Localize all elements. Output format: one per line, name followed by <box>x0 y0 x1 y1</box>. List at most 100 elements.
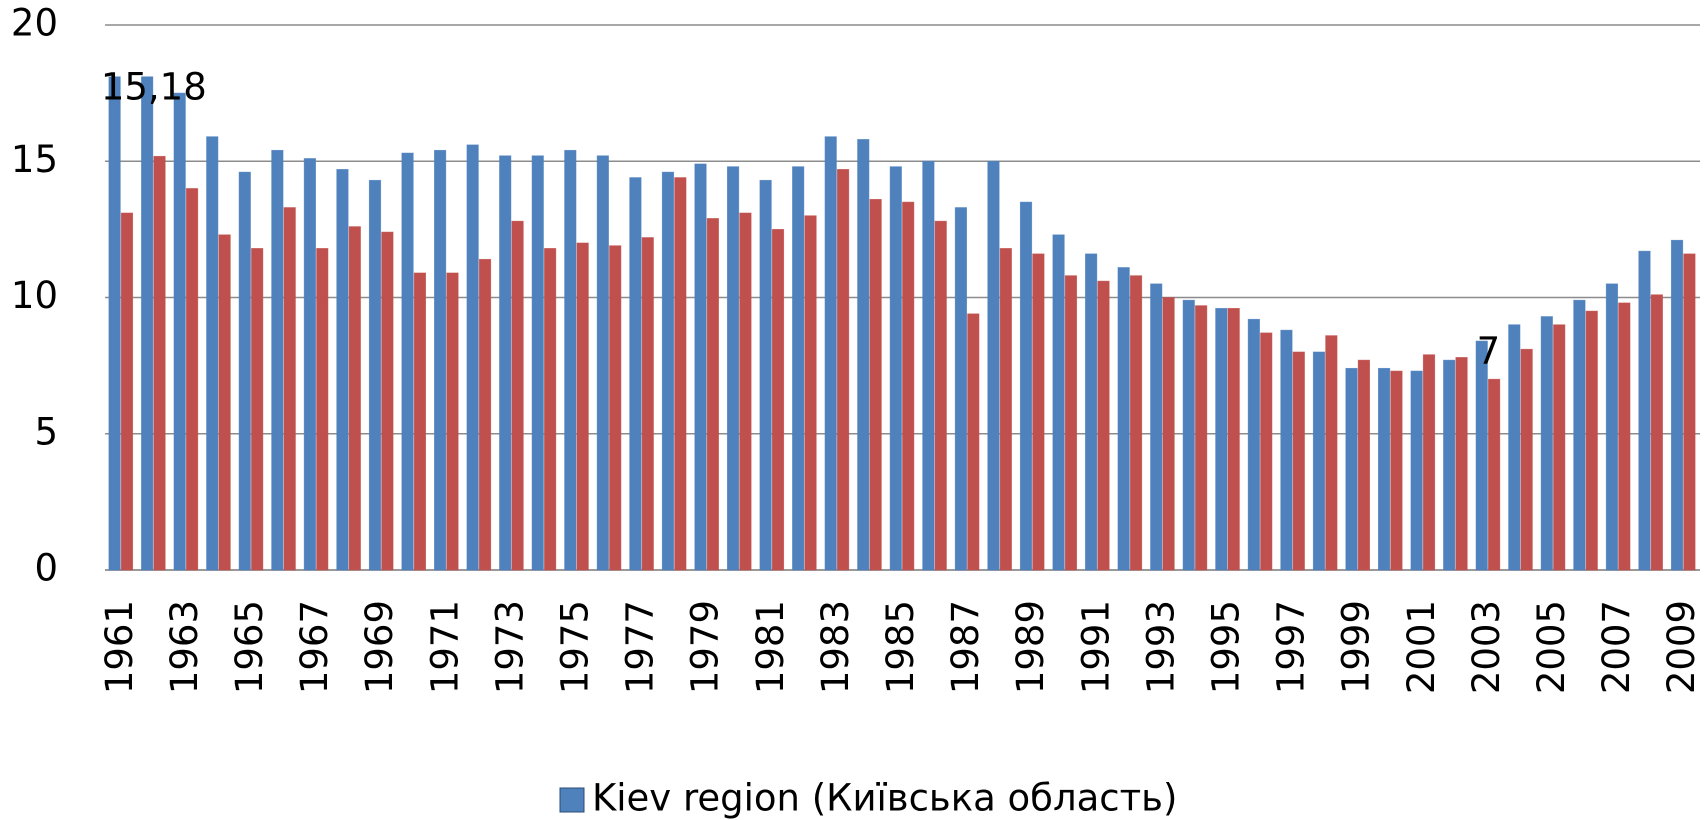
bar <box>999 248 1012 571</box>
x-tick-label: 2005 <box>1530 600 1573 694</box>
bar <box>120 212 134 571</box>
bar <box>1508 324 1521 571</box>
bar <box>1097 280 1110 571</box>
bar <box>1032 253 1045 571</box>
bar <box>934 220 947 571</box>
bar <box>401 152 414 571</box>
bar <box>726 166 740 571</box>
bar <box>1422 354 1436 571</box>
bar <box>1618 302 1631 571</box>
bar <box>466 144 479 571</box>
x-tick-label: 1997 <box>1270 600 1313 694</box>
x-tick-label: 1999 <box>1335 600 1378 694</box>
bar <box>1475 340 1488 571</box>
x-tick-label: 1969 <box>358 600 401 694</box>
x-tick-label: 2001 <box>1400 600 1443 694</box>
bar <box>531 155 544 571</box>
bar <box>336 169 349 571</box>
bar <box>544 248 557 571</box>
x-tick-label: 1979 <box>684 600 727 694</box>
bar <box>511 220 524 571</box>
bar <box>1443 359 1456 571</box>
bar <box>1312 351 1326 571</box>
x-tick-label: 1961 <box>98 600 141 694</box>
x-tick-label: 1987 <box>944 600 987 694</box>
bar <box>564 149 577 571</box>
bar <box>629 177 642 571</box>
bar <box>1085 253 1098 571</box>
x-tick-label: 1985 <box>879 600 922 694</box>
bar <box>759 179 772 571</box>
x-tick-label: 1995 <box>1205 600 1248 694</box>
bar <box>609 245 622 571</box>
bar <box>1520 348 1533 571</box>
x-tick-label: 1993 <box>1139 600 1182 694</box>
bar <box>368 179 382 571</box>
bar <box>381 231 394 571</box>
bar <box>173 92 186 571</box>
bar <box>1215 307 1228 571</box>
bar <box>303 158 316 571</box>
x-tick-label: 1977 <box>619 600 662 694</box>
legend-swatch <box>559 787 585 813</box>
data-label: 15,18 <box>101 65 207 108</box>
bar <box>857 139 870 571</box>
bar <box>1260 332 1273 571</box>
bar <box>1182 299 1195 571</box>
x-tick-label: 1973 <box>488 600 531 694</box>
bar <box>1357 359 1370 571</box>
bar <box>1280 329 1293 571</box>
bar <box>283 207 296 571</box>
bar <box>185 188 199 571</box>
bar <box>739 212 752 571</box>
bar <box>1377 367 1391 571</box>
x-tick-label: 1963 <box>163 600 206 694</box>
bar <box>869 198 882 571</box>
bar <box>922 160 935 571</box>
bar <box>1683 253 1696 571</box>
bar <box>1129 275 1143 571</box>
bar <box>641 237 654 571</box>
bar <box>1390 370 1403 571</box>
bar <box>792 166 805 571</box>
x-tick-label: 2003 <box>1465 600 1508 694</box>
bar <box>1247 318 1260 571</box>
bar <box>434 149 447 571</box>
bar <box>1325 335 1338 571</box>
y-tick-label: 10 <box>11 274 58 317</box>
bar <box>1573 299 1586 571</box>
bar <box>499 155 512 571</box>
bar <box>1117 267 1130 571</box>
bar <box>954 207 968 571</box>
y-tick-label: 5 <box>34 410 58 453</box>
bar <box>413 272 427 571</box>
bar <box>1638 250 1651 571</box>
bar <box>804 215 817 571</box>
bar <box>694 163 707 571</box>
x-tick-label: 1967 <box>293 600 336 694</box>
bar <box>1019 201 1033 571</box>
bar <box>1488 378 1501 571</box>
bar <box>661 171 675 571</box>
x-tick-label: 1991 <box>1074 600 1117 694</box>
bar <box>1150 283 1163 571</box>
bar <box>316 248 329 571</box>
bar <box>1670 239 1684 571</box>
x-tick-label: 1975 <box>553 600 596 694</box>
bar <box>218 234 231 571</box>
bar <box>1455 357 1468 571</box>
x-tick-label: 1971 <box>423 600 466 694</box>
bar <box>674 177 687 571</box>
bar <box>987 160 1000 571</box>
bar <box>1292 351 1305 571</box>
data-label: 7 <box>1477 330 1501 373</box>
bar <box>1605 283 1619 571</box>
bar <box>824 136 837 571</box>
bar <box>238 171 251 571</box>
bar <box>1162 297 1175 571</box>
bar <box>1052 234 1065 571</box>
bar <box>1650 294 1663 571</box>
bar <box>271 149 284 571</box>
bar <box>1410 370 1423 571</box>
